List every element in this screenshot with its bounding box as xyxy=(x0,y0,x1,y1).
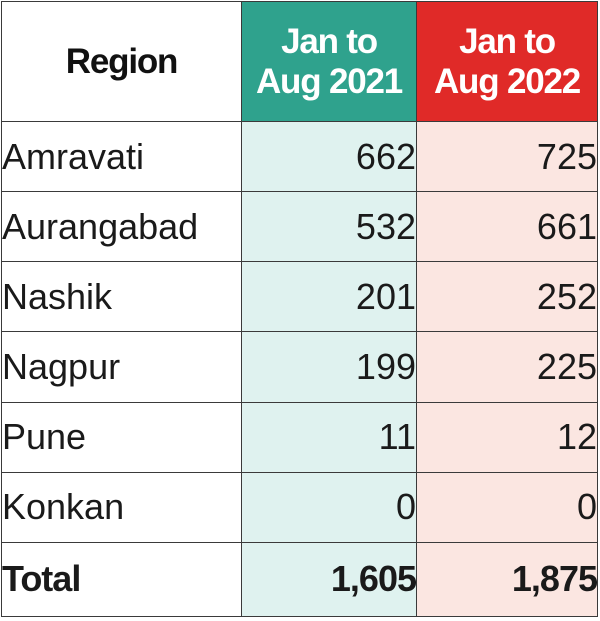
header-2021-line-1: Jan to xyxy=(281,21,378,61)
table-row: Aurangabad 532 661 xyxy=(1,191,598,263)
cell-value-2022: 0 xyxy=(416,471,598,543)
cell-value-2021: 11 xyxy=(241,401,417,473)
table-row: Nagpur 199 225 xyxy=(1,331,598,403)
table-row: Konkan 0 0 xyxy=(1,471,598,543)
cell-value-2022: 252 xyxy=(416,261,598,333)
table-row: Amravati 662 725 xyxy=(1,120,598,193)
cell-region: Nashik xyxy=(1,261,242,333)
cell-region: Nagpur xyxy=(1,331,242,403)
cell-value-2021: 0 xyxy=(241,471,417,543)
cell-value-2021: 199 xyxy=(241,331,417,403)
cell-value-2022: 725 xyxy=(416,120,598,193)
cell-value-2021: 662 xyxy=(241,120,417,193)
header-2022-line-2: Aug 2022 xyxy=(433,61,581,101)
total-row: Total 1,605 1,875 xyxy=(1,541,598,618)
cell-value-2022: 12 xyxy=(416,401,598,473)
header-region-label: Region xyxy=(65,41,179,81)
header-2021-line-2: Aug 2021 xyxy=(255,61,403,101)
header-2022-line-1: Jan to xyxy=(459,21,556,61)
header-region: Region xyxy=(1,1,242,122)
table-header-row: Region Jan to Aug 2021 Jan to Aug 2022 xyxy=(1,1,598,122)
total-label: Total xyxy=(1,541,242,618)
cell-value-2021: 201 xyxy=(241,261,417,333)
total-value-2022: 1,875 xyxy=(416,541,598,618)
cell-value-2022: 661 xyxy=(416,191,598,263)
total-value-2021: 1,605 xyxy=(241,541,417,618)
table-row: Pune 11 12 xyxy=(1,401,598,473)
cell-value-2022: 225 xyxy=(416,331,598,403)
cell-region: Pune xyxy=(1,401,242,473)
cell-region: Konkan xyxy=(1,471,242,543)
header-jan-aug-2021: Jan to Aug 2021 xyxy=(241,1,417,122)
cell-region: Amravati xyxy=(1,120,242,193)
header-jan-aug-2022: Jan to Aug 2022 xyxy=(416,1,598,122)
cell-region: Aurangabad xyxy=(1,191,242,263)
table-row: Nashik 201 252 xyxy=(1,261,598,333)
cell-value-2021: 532 xyxy=(241,191,417,263)
